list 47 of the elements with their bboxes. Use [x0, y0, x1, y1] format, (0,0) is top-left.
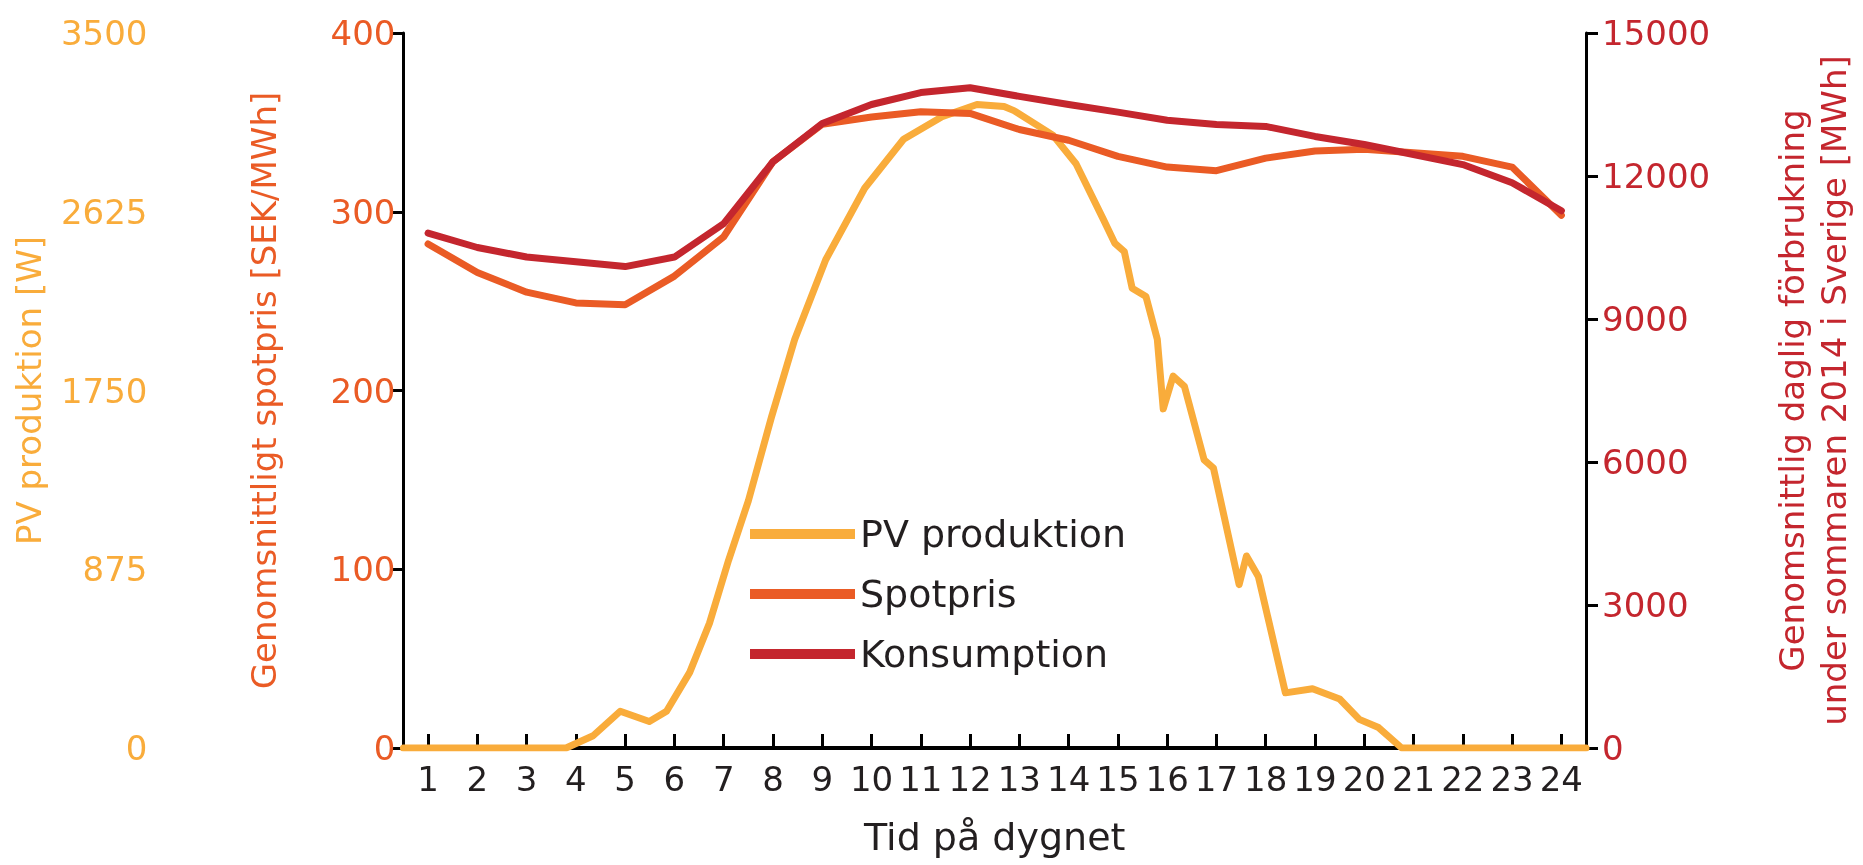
x-tick-label: 24 [1539, 759, 1583, 799]
x-tick-label: 1 [417, 759, 439, 799]
x-tick-label: 22 [1441, 759, 1485, 799]
y-tick-label: 300 [330, 191, 396, 232]
x-tick-label: 10 [849, 759, 894, 799]
x-tick-label: 4 [565, 759, 587, 799]
y-axis-title: Genomsnittligt spotpris [SEK/MWh] [244, 91, 285, 690]
y2-tick-label: 6000 [1602, 442, 1689, 482]
x-tick-label: 7 [712, 759, 735, 799]
y3-tick-label: 0 [125, 728, 148, 768]
x-tick-label: 16 [1145, 759, 1189, 799]
x-tick-label: 11 [899, 759, 943, 799]
y2-tick-label: 9000 [1602, 299, 1689, 339]
x-tick-label: 14 [1046, 759, 1091, 799]
y3-tick-label: 875 [82, 549, 148, 590]
y-tick-label: 0 [373, 728, 396, 768]
y3-tick-label: 3500 [60, 13, 148, 53]
x-tick-label: 21 [1391, 759, 1436, 799]
y-tick-label: 100 [330, 549, 396, 590]
x-tick-label: 3 [515, 759, 538, 799]
x-tick-label: 20 [1342, 759, 1386, 799]
y3-axis-title: PV produktion [W] [9, 235, 49, 546]
x-tick-label: 23 [1490, 759, 1534, 799]
y-tick-label: 200 [330, 370, 396, 411]
x-axis-title: Tid på dygnet [863, 815, 1126, 859]
x-tick-label: 2 [466, 759, 489, 799]
x-tick-label: 18 [1244, 759, 1288, 799]
x-tick-label: 5 [614, 759, 636, 799]
y2-tick-label: 12000 [1602, 156, 1711, 196]
y-tick-label: 400 [330, 13, 396, 53]
y2-tick-label: 15000 [1602, 13, 1711, 53]
legend-label: PV produktion [860, 512, 1127, 556]
x-tick-label: 6 [663, 759, 686, 799]
x-tick-label: 12 [948, 759, 992, 799]
x-tick-label: 19 [1293, 759, 1337, 799]
x-tick-label: 13 [997, 759, 1041, 799]
legend-label: Spotpris [860, 572, 1017, 616]
x-tick-label: 17 [1194, 759, 1239, 799]
x-tick-label: 9 [811, 759, 834, 799]
x-tick-label: 8 [762, 759, 784, 799]
y3-tick-label: 1750 [60, 370, 148, 411]
y2-axis-title: Genomsnittlig daglig förbrukning under sommaren 2014 i Sverige [MWh] [1772, 55, 1854, 726]
y2-tick-label: 3000 [1602, 585, 1689, 625]
y3-tick-label: 2625 [60, 191, 148, 232]
y2-tick-label: 0 [1602, 728, 1624, 768]
x-tick-label: 15 [1096, 759, 1140, 799]
legend-label: Konsumption [860, 632, 1109, 676]
